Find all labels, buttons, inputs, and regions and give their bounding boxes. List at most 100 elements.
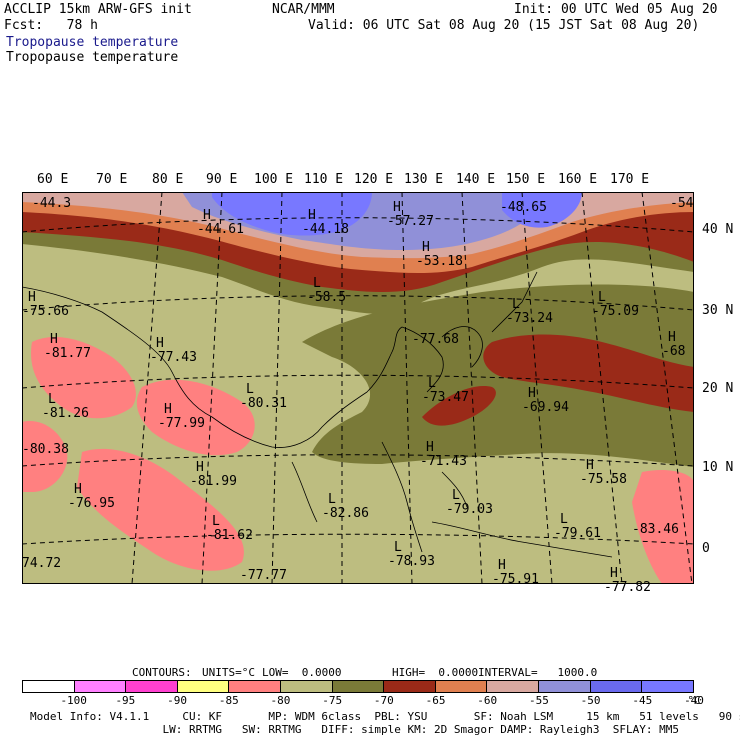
legend-swatch	[126, 681, 178, 692]
patch-salmon-5	[22, 421, 68, 492]
legend-swatch	[384, 681, 436, 692]
legend-label: -65	[425, 694, 446, 707]
extremum-value: -75.91	[492, 572, 539, 587]
extremum-value: -69.94	[522, 400, 569, 415]
map-canvas	[22, 192, 694, 584]
extremum-marker: L	[452, 488, 460, 503]
extremum-value: -75.58	[580, 472, 627, 487]
extremum-value: -79.03	[446, 502, 493, 517]
legend-swatch	[642, 681, 693, 692]
extremum-value: -79.61	[554, 526, 601, 541]
contours-label: CONTOURS:	[132, 666, 192, 679]
extremum-marker: H	[528, 386, 536, 401]
extremum-marker: H	[156, 336, 164, 351]
latitude-label: 30 N	[702, 303, 734, 318]
valid-time: Valid: 06 UTC Sat 08 Aug 20 (15 JST Sat …	[308, 18, 700, 33]
extremum-marker: L	[48, 392, 56, 407]
extremum-marker: L	[394, 540, 402, 555]
legend-label: -85	[218, 694, 239, 707]
latitude-label: 40 N	[702, 222, 734, 237]
patch-salmon-4	[632, 470, 694, 584]
field-title-fill: Tropopause temperature	[6, 35, 179, 50]
contours-interval: INTERVAL= 1000.0	[478, 666, 598, 679]
extremum-value: -83.46	[632, 522, 679, 537]
extremum-marker: H	[74, 482, 82, 497]
extremum-value: -44.61	[197, 222, 244, 237]
extremum-value: -77.68	[412, 332, 459, 347]
longitude-label: 120 E	[354, 172, 394, 187]
tropopause-temperature-map: -44.3 H -44.61 H -44.18 H -57.27 -48.65 -54 H -53.…	[22, 192, 694, 595]
extremum-value: -82.86	[322, 506, 369, 521]
legend-swatch	[23, 681, 75, 692]
extremum-value: -75.09	[592, 304, 639, 319]
contours-low: LOW= 0.0000	[262, 666, 342, 679]
extremum-value: 74.72	[22, 556, 62, 571]
patch-dark-red	[483, 334, 694, 412]
longitude-label: 90 E	[206, 172, 238, 187]
extremum-value: -73.47	[422, 390, 469, 405]
latitude-label: 10 N	[702, 460, 734, 475]
extremum-value: -76.95	[68, 496, 115, 511]
legend-swatch	[487, 681, 540, 692]
legend-swatch	[332, 681, 385, 692]
extremum-value: -80.31	[240, 396, 287, 411]
patch-salmon-1	[31, 337, 136, 419]
extremum-value: -78.93	[388, 554, 435, 569]
longitude-label: 140 E	[456, 172, 496, 187]
extremum-marker: H	[28, 290, 36, 305]
legend-unit: °C	[687, 694, 701, 707]
extremum-value: -71.43	[420, 454, 467, 469]
extremum-marker: H	[203, 208, 211, 223]
legend-swatch	[590, 681, 643, 692]
extremum-value: -68	[662, 344, 686, 359]
extremum-marker: H	[50, 332, 58, 347]
patch-red-small	[422, 386, 496, 426]
extremum-value: -77.82	[604, 580, 651, 595]
extremum-marker: H	[308, 208, 316, 223]
extremum-value: -53.18	[416, 254, 463, 269]
extremum-marker: L	[598, 290, 606, 305]
legend-label: -45	[632, 694, 653, 707]
longitude-label: 150 E	[506, 172, 546, 187]
longitude-label: 170 E	[610, 172, 650, 187]
longitude-label: 80 E	[152, 172, 184, 187]
longitude-label: 110 E	[304, 172, 344, 187]
model-info-line2: LW: RRTMG SW: RRTMG DIFF: simple KM: 2D …	[30, 723, 680, 736]
extremum-marker: H	[610, 566, 618, 581]
extremum-marker: H	[422, 240, 430, 255]
extremum-marker: H	[668, 330, 676, 345]
extremum-value: -81.99	[190, 474, 237, 489]
extremum-value: -73.24	[506, 311, 553, 326]
longitude-label: 160 E	[558, 172, 598, 187]
longitude-label: 70 E	[96, 172, 128, 187]
legend-label: -60	[477, 694, 498, 707]
extremum-value: -77.99	[158, 416, 205, 431]
extremum-marker: H	[393, 200, 401, 215]
extremum-marker: L	[212, 514, 220, 529]
legend-swatch	[435, 681, 488, 692]
legend-label: -70	[373, 694, 394, 707]
longitude-label: 130 E	[404, 172, 444, 187]
extremum-value: -81.62	[206, 528, 253, 543]
legend-label: -75	[322, 694, 343, 707]
extremum-value: -77.43	[150, 350, 197, 365]
longitude-label: 60 E	[37, 172, 69, 187]
legend-label: -55	[528, 694, 549, 707]
center-title: NCAR/MMM	[272, 2, 335, 17]
extremum-value: -44.18	[302, 222, 349, 237]
contours-high: HIGH= 0.0000	[392, 666, 479, 679]
extremum-marker: H	[196, 460, 204, 475]
legend-label: -90	[167, 694, 187, 707]
graticule	[22, 192, 694, 584]
extremum-value: -58.5	[307, 290, 347, 305]
latitude-label: 20 N	[702, 381, 734, 396]
extremum-value: -44.3	[32, 196, 72, 211]
model-info-line1: Model Info: V4.1.1 CU: KF MP: WDM 6class…	[30, 710, 740, 723]
extremum-marker: H	[426, 440, 434, 455]
latitude-label: 0	[702, 541, 710, 556]
init-time: Init: 00 UTC Wed 05 Aug 20	[514, 2, 718, 17]
extremum-marker: H	[586, 458, 594, 473]
extremum-value: -81.26	[42, 406, 89, 421]
extremum-value: -75.66	[22, 304, 69, 319]
extremum-value: -81.77	[44, 346, 91, 361]
